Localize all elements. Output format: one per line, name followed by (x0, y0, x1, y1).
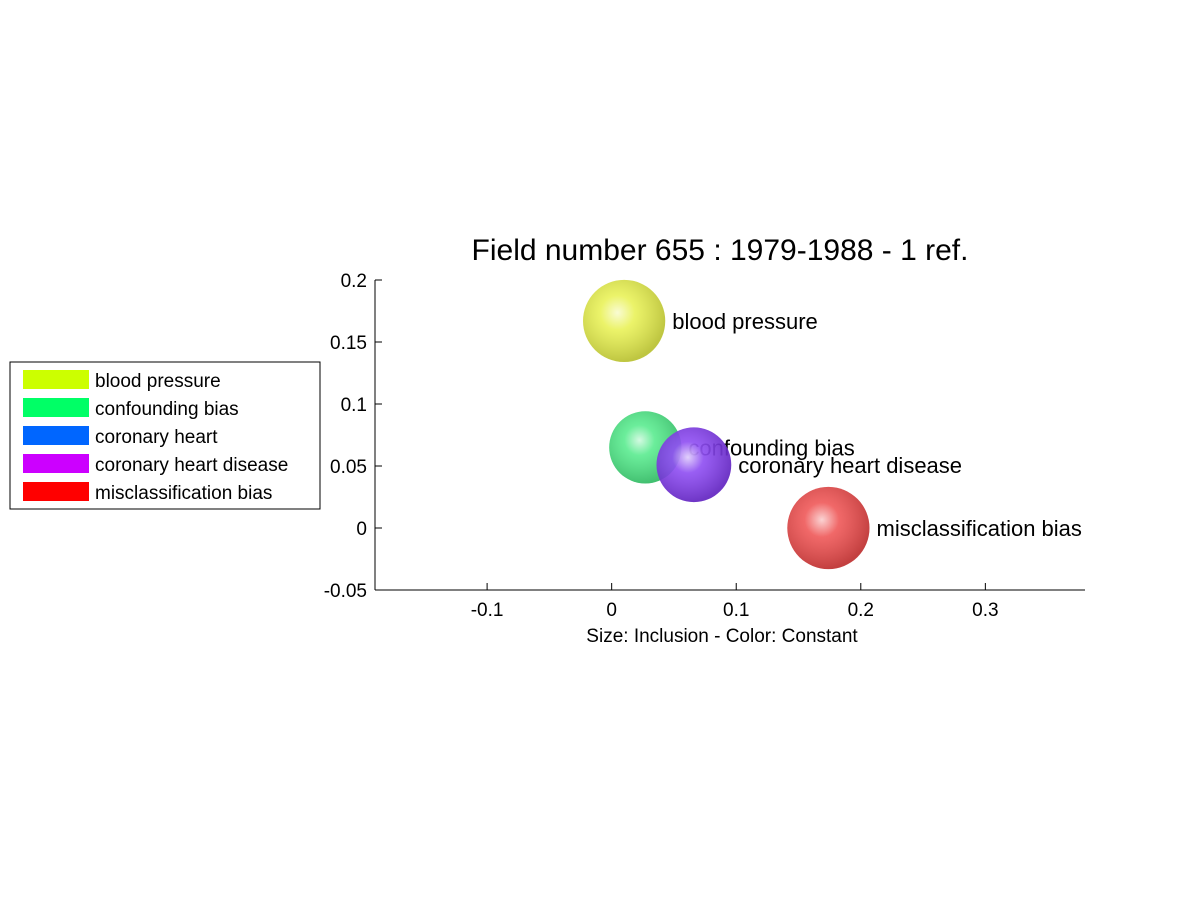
legend-swatch (23, 398, 89, 417)
y-tick-label: 0.1 (341, 395, 367, 416)
bubble: blood pressure (583, 279, 818, 363)
x-tick-label: 0.2 (848, 600, 874, 621)
legend-item: blood pressure (23, 370, 221, 392)
bubble-highlight (656, 427, 732, 503)
y-tick-label: -0.05 (324, 581, 367, 602)
y-tick-label: 0.05 (330, 457, 367, 478)
legend-item: coronary heart (23, 426, 218, 448)
legend-swatch (23, 426, 89, 445)
legend-label: blood pressure (95, 371, 221, 392)
legend-swatch (23, 482, 89, 501)
legend-label: misclassification bias (95, 483, 272, 504)
bubble-highlight (787, 486, 870, 570)
y-ticks: -0.05 0 0.05 0.1 0.15 0.2 (324, 271, 382, 602)
legend-label: coronary heart (95, 427, 218, 448)
y-tick-label: 0.15 (330, 333, 367, 354)
bubble-label: misclassification bias (877, 516, 1082, 541)
legend-label: coronary heart disease (95, 455, 288, 476)
legend-label: confounding bias (95, 399, 239, 420)
legend-swatch (23, 370, 89, 389)
bubble-label: blood pressure (672, 309, 818, 334)
y-tick-label: 0.2 (341, 271, 367, 292)
chart-title: Field number 655 : 1979-1988 - 1 ref. (472, 234, 969, 267)
bubble-highlight (583, 279, 666, 363)
axes (374, 280, 1085, 591)
legend-swatch (23, 454, 89, 473)
x-tick-label: 0.3 (972, 600, 998, 621)
legend-items: blood pressure confounding bias coronary h… (23, 370, 288, 504)
bubble: misclassification bias (787, 486, 1082, 570)
bubble: coronary heart disease (656, 427, 962, 503)
bubble-label: coronary heart disease (738, 453, 962, 478)
y-tick-label: 0 (356, 519, 367, 540)
x-tick-label: 0.1 (723, 600, 749, 621)
x-tick-label: 0 (606, 600, 617, 621)
legend-item: coronary heart disease (23, 454, 288, 476)
legend-item: confounding bias (23, 398, 239, 420)
x-tick-label: -0.1 (471, 600, 504, 621)
legend: blood pressure confounding bias coronary h… (9, 361, 321, 510)
legend-item: misclassification bias (23, 482, 272, 504)
x-axis-label: Size: Inclusion - Color: Constant (586, 626, 858, 647)
x-ticks: -0.1 0 0.1 0.2 0.3 (471, 583, 999, 621)
